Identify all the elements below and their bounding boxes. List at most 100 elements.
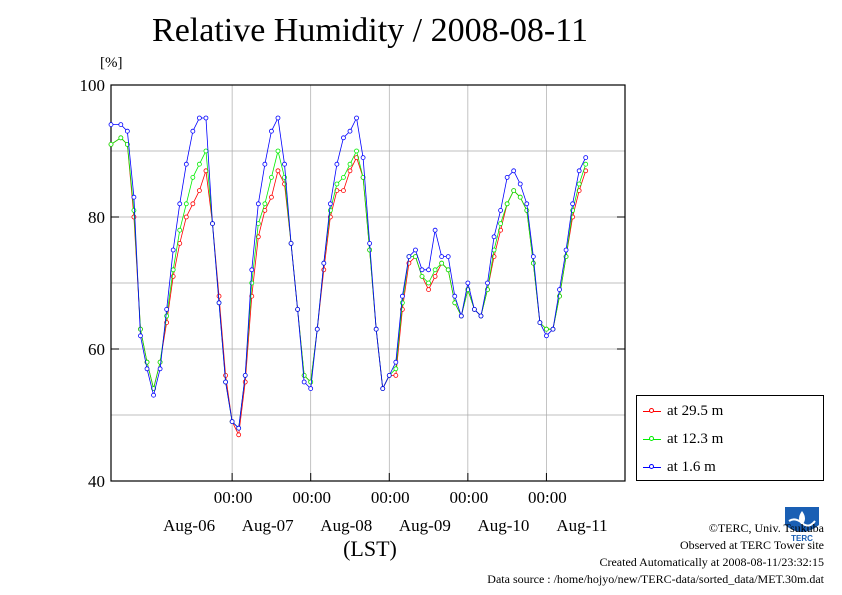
legend-label: at 1.6 m [667, 458, 716, 475]
data-point [288, 240, 294, 246]
data-point [406, 254, 412, 260]
data-point [354, 148, 359, 154]
data-point [432, 267, 438, 273]
data-point [524, 201, 530, 207]
data-point [275, 115, 281, 121]
data-point [354, 115, 359, 121]
data-point [183, 214, 189, 220]
data-point [190, 201, 196, 207]
data-point [275, 148, 281, 154]
legend: at 29.5 m at 12.3 m at 1.6 m [636, 395, 824, 481]
data-point [183, 161, 189, 167]
data-point [517, 194, 523, 200]
data-point [118, 122, 124, 127]
data-point [419, 273, 425, 279]
data-point [157, 366, 163, 372]
data-point [334, 181, 340, 187]
data-point [151, 392, 156, 398]
x-tick-time-label: 00:00 [292, 488, 331, 507]
data-point [327, 201, 333, 207]
data-point [498, 207, 503, 213]
data-point [203, 148, 209, 154]
y-axis-unit: [%] [100, 55, 123, 71]
data-point [108, 122, 114, 127]
data-point [576, 181, 582, 187]
legend-marker-red [643, 405, 661, 417]
data-point [472, 306, 477, 312]
data-point [138, 333, 143, 339]
data-point [269, 194, 274, 200]
logo-text: TERC [791, 534, 813, 543]
data-point [426, 287, 431, 293]
data-point [341, 188, 346, 194]
data-point [255, 201, 261, 207]
data-point [583, 161, 589, 167]
x-tick-time-label: 00:00 [449, 488, 488, 507]
data-point [275, 168, 281, 174]
data-point [236, 425, 242, 431]
data-point [164, 313, 170, 319]
data-point [190, 174, 196, 180]
data-point [432, 273, 438, 279]
data-point [386, 372, 392, 378]
data-point [550, 326, 556, 332]
data-point [223, 372, 228, 378]
data-point [544, 326, 549, 332]
data-point [341, 135, 346, 141]
data-point [314, 326, 320, 332]
data-point [170, 247, 176, 253]
data-point [537, 320, 543, 326]
x-tick-date-label: Aug-08 [320, 516, 372, 535]
data-point [203, 115, 209, 121]
data-point [544, 333, 549, 339]
data-point [439, 254, 445, 260]
data-point [393, 366, 399, 372]
data-point [360, 155, 366, 161]
data-point [504, 201, 510, 207]
data-point [301, 379, 307, 385]
data-point [177, 201, 183, 207]
data-point [242, 372, 248, 378]
data-point [131, 207, 137, 213]
data-point [524, 207, 530, 213]
x-tick-date-label: Aug-11 [556, 516, 607, 535]
data-point [249, 267, 255, 273]
y-tick-label: 40 [88, 472, 105, 491]
data-point [498, 221, 503, 227]
data-point [242, 379, 248, 385]
data-point [583, 155, 589, 161]
series-line-0 [110, 137, 587, 437]
data-point [321, 260, 327, 266]
data-point [557, 287, 562, 293]
x-tick-date-label: Aug-10 [477, 516, 529, 535]
data-point [393, 359, 399, 365]
data-point [196, 161, 202, 167]
x-axis-label: (LST) [343, 536, 397, 561]
legend-item-1-6m: at 1.6 m [643, 457, 716, 477]
data-point [426, 267, 431, 273]
data-point [196, 188, 202, 194]
data-point [458, 313, 464, 319]
x-tick-time-label: 00:00 [528, 488, 567, 507]
data-point [465, 280, 471, 286]
data-point [380, 386, 386, 392]
data-point [530, 254, 536, 260]
data-point [262, 201, 268, 207]
copyright-text: ©TERC, Univ. Tsukuba [708, 521, 824, 535]
data-point [576, 168, 582, 174]
data-point [269, 174, 274, 180]
chart-title: Relative Humidity / 2008-08-11 [152, 12, 588, 49]
x-tick-date-label: Aug-07 [242, 516, 294, 535]
data-point [373, 326, 379, 332]
x-tick-date-label: Aug-06 [163, 516, 215, 535]
legend-label: at 12.3 m [667, 430, 724, 447]
data-point [157, 359, 163, 365]
data-point [216, 293, 222, 299]
data-point [511, 188, 517, 194]
data-point [308, 386, 314, 392]
legend-marker-green [643, 433, 661, 445]
data-point [170, 267, 176, 273]
data-point [511, 168, 517, 174]
data-point [504, 174, 510, 180]
data-point [249, 280, 255, 286]
